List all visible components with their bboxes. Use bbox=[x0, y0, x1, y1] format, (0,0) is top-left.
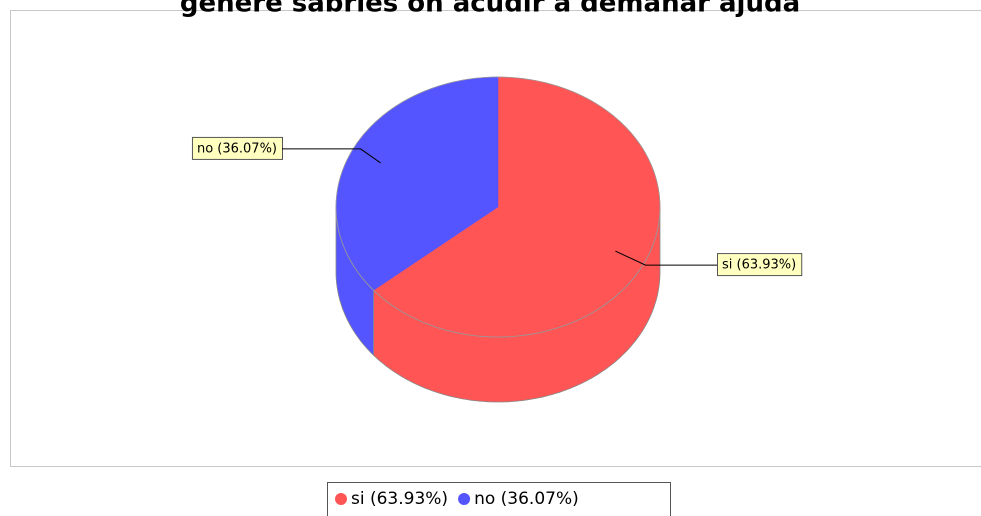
pie bbox=[335, 76, 661, 403]
pie-rim bbox=[335, 76, 661, 338]
legend bbox=[327, 482, 671, 516]
label-leader bbox=[282, 148, 381, 164]
chart-title: genere sabries on acudir a demanar ajuda bbox=[180, 0, 800, 19]
label-box bbox=[717, 253, 803, 277]
legend-label: si (63.93%) bbox=[351, 489, 448, 509]
legend-swatch bbox=[458, 493, 471, 505]
legend-label: no (36.07%) bbox=[474, 489, 579, 509]
slice-label: no (36.07%) bbox=[197, 141, 277, 156]
legend-swatch bbox=[335, 493, 347, 505]
label-leader bbox=[615, 250, 717, 266]
slice-label: si (63.93%) bbox=[722, 258, 796, 273]
